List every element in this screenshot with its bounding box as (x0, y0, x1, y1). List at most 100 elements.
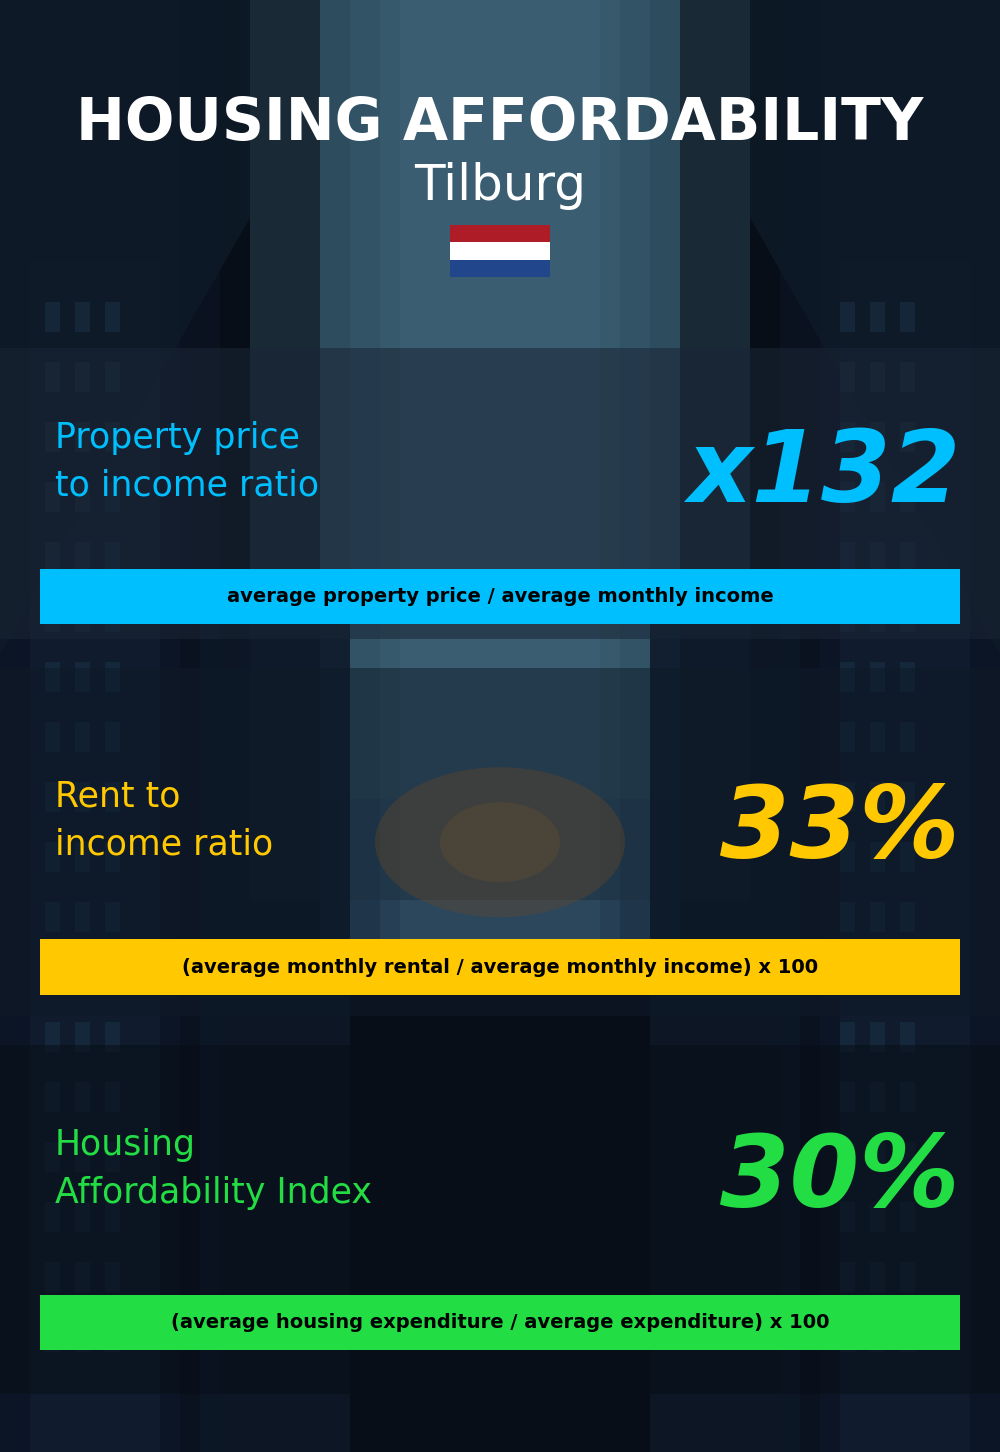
Bar (75, 302, 90, 333)
Bar (105, 542, 120, 572)
Bar (870, 783, 885, 812)
Bar (105, 603, 120, 632)
Bar (45, 902, 60, 932)
Bar (75, 1082, 90, 1112)
Bar (105, 1321, 120, 1352)
Bar (840, 482, 855, 513)
Bar (45, 722, 60, 752)
Bar (45, 662, 60, 693)
Bar (820, 0, 1000, 1452)
Bar (75, 1143, 90, 1172)
Polygon shape (0, 0, 250, 653)
Bar (840, 603, 855, 632)
Bar (380, 0, 620, 944)
Bar (45, 1321, 60, 1352)
Bar (840, 1143, 855, 1172)
Bar (105, 902, 120, 932)
Bar (870, 842, 885, 873)
Bar (45, 963, 60, 992)
Bar (900, 722, 915, 752)
Bar (840, 362, 855, 392)
Bar (105, 1082, 120, 1112)
Bar (45, 1262, 60, 1292)
Bar (75, 482, 90, 513)
Bar (900, 1022, 915, 1053)
Bar (105, 362, 120, 392)
Bar (45, 423, 60, 452)
Text: average property price / average monthly income: average property price / average monthly… (227, 587, 773, 607)
Bar (900, 783, 915, 812)
Bar (105, 662, 120, 693)
Bar (45, 1082, 60, 1112)
Bar (840, 1321, 855, 1352)
Bar (45, 1202, 60, 1231)
Bar (840, 261, 970, 1452)
Bar (75, 1202, 90, 1231)
Bar (105, 722, 120, 752)
Bar (105, 423, 120, 452)
Bar (870, 1262, 885, 1292)
Bar (900, 542, 915, 572)
Bar (75, 902, 90, 932)
Bar (840, 1022, 855, 1053)
Bar (870, 603, 885, 632)
Bar (870, 902, 885, 932)
Bar (870, 302, 885, 333)
Bar (0, 0, 220, 1452)
Text: HOUSING AFFORDABILITY: HOUSING AFFORDABILITY (76, 94, 924, 152)
Bar (45, 842, 60, 873)
Bar (40, 939, 960, 995)
Bar (45, 783, 60, 812)
Bar (75, 842, 90, 873)
Bar (870, 423, 885, 452)
Bar (450, 260, 550, 277)
Polygon shape (750, 0, 1000, 653)
Bar (45, 1022, 60, 1053)
Bar (870, 1022, 885, 1053)
Bar (75, 722, 90, 752)
Bar (350, 0, 650, 944)
Bar (105, 1202, 120, 1231)
Bar (45, 362, 60, 392)
Ellipse shape (375, 767, 625, 918)
Bar (870, 722, 885, 752)
Bar (840, 662, 855, 693)
Bar (75, 963, 90, 992)
Bar (30, 261, 160, 1452)
Bar (900, 423, 915, 452)
Bar (0, 1045, 1000, 1394)
Ellipse shape (440, 802, 560, 883)
Bar (105, 783, 120, 812)
Bar (900, 482, 915, 513)
Bar (0, 348, 1000, 639)
Bar (840, 842, 855, 873)
Bar (105, 842, 120, 873)
Bar (105, 482, 120, 513)
Bar (0, 0, 180, 1452)
Text: 30%: 30% (720, 1131, 960, 1227)
Bar (45, 482, 60, 513)
Bar (900, 1082, 915, 1112)
Bar (870, 1082, 885, 1112)
Bar (840, 1082, 855, 1112)
Bar (450, 225, 550, 242)
Bar (900, 1143, 915, 1172)
Bar (320, 0, 680, 944)
Text: Rent to
income ratio: Rent to income ratio (55, 780, 273, 861)
Bar (200, 581, 350, 1452)
Bar (105, 1262, 120, 1292)
Bar (45, 1143, 60, 1172)
Bar (45, 542, 60, 572)
Bar (840, 302, 855, 333)
Bar (900, 362, 915, 392)
Bar (840, 722, 855, 752)
Bar (75, 662, 90, 693)
Bar (900, 603, 915, 632)
Bar (840, 902, 855, 932)
Bar (870, 542, 885, 572)
Bar (840, 1262, 855, 1292)
Text: (average monthly rental / average monthly income) x 100: (average monthly rental / average monthl… (182, 957, 818, 977)
Bar (0, 668, 1000, 1016)
Bar (900, 902, 915, 932)
Text: x132: x132 (687, 427, 960, 523)
